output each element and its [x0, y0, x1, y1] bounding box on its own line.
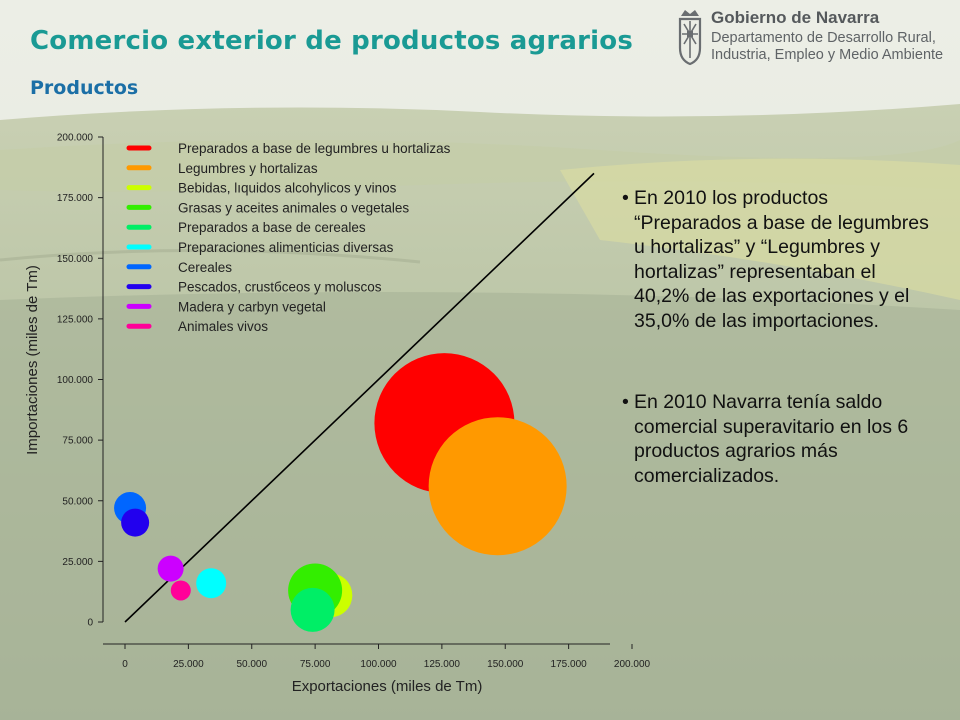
chart-legend: Preparados a base de legumbres u hortali…: [126, 141, 451, 334]
y-tick-label: 200.000: [57, 133, 94, 144]
logo-name: Gobierno de Navarra: [711, 8, 880, 27]
legend-label: Bebidas, lıquidos alcohylicos y vinos: [178, 181, 397, 196]
legend-label: Animales vivos: [178, 319, 268, 334]
logo-dept-line2: Industria, Empleo y Medio Ambiente: [711, 47, 944, 63]
bullet-text: En 2010 Navarra tenía saldo comercial su…: [634, 391, 909, 487]
x-tick-label: 25.000: [173, 659, 204, 670]
y-tick-label: 125.000: [57, 314, 94, 325]
x-tick-label: 200.000: [614, 659, 651, 670]
y-tick-label: 100.000: [57, 375, 94, 386]
bubble-point: [428, 417, 567, 556]
bubble-point: [290, 587, 335, 632]
y-tick-label: 50.000: [62, 496, 93, 507]
x-tick-label: 0: [122, 659, 128, 670]
bubble-point: [170, 580, 191, 601]
x-tick-label: 125.000: [424, 659, 461, 670]
legend-label: Legumbres y hortalizas: [178, 161, 318, 176]
legend-label: Preparaciones alimenticias diversas: [178, 240, 394, 255]
reference-line: [124, 172, 595, 623]
page-title: Comercio exterior de productos agrarios: [30, 26, 634, 56]
y-tick-label: 25.000: [62, 557, 93, 568]
legend-label: Cereales: [178, 260, 232, 275]
bullet-dot: •: [622, 391, 629, 413]
logo-dept-line1: Departamento de Desarrollo Rural,: [711, 30, 936, 46]
gobierno-navarra-logo: Gobierno de Navarra Departamento de Desa…: [676, 6, 956, 70]
x-axis-label: Exportaciones (miles de Tm): [292, 678, 483, 695]
bullet-list: • En 2010 los productos “Preparados a ba…: [622, 186, 932, 545]
y-tick-label: 0: [87, 618, 93, 629]
bullet-dot: •: [622, 187, 629, 209]
chart-axes: 0 25.000 50.000 75.000 100.000 125.000 150.000…: [57, 133, 651, 671]
y-tick-label: 75.000: [62, 436, 93, 447]
bubble-point: [196, 568, 227, 599]
legend-label: Grasas y aceites animales o vegetales: [178, 200, 409, 215]
legend-label: Preparados a base de legumbres u hortali…: [178, 141, 451, 156]
legend-label: Preparados a base de cereales: [178, 220, 366, 235]
bullet-item: • En 2010 Navarra tenía saldo comercial …: [622, 390, 932, 488]
y-axis-label: Importaciones (miles de Tm): [24, 265, 41, 455]
reference-diagonal-line: [124, 172, 595, 623]
bubble-point: [121, 508, 150, 537]
legend-label: Madera y carbyn vegetal: [178, 299, 326, 314]
bubble-layer: [114, 353, 567, 632]
bubble-point: [157, 555, 184, 582]
legend-label: Pescados, crustбceos y moluscos: [178, 280, 382, 295]
x-tick-label: 100.000: [360, 659, 397, 670]
x-tick-label: 175.000: [551, 659, 588, 670]
x-tick-label: 75.000: [300, 659, 331, 670]
x-tick-label: 50.000: [236, 659, 267, 670]
y-tick-label: 175.000: [57, 193, 94, 204]
y-tick-label: 150.000: [57, 254, 94, 265]
navarra-coat-of-arms-icon: [678, 10, 702, 66]
bullet-item: • En 2010 los productos “Preparados a ba…: [622, 186, 932, 333]
page-subtitle: Productos: [30, 77, 139, 99]
logo-department: Departamento de Desarrollo Rural, Indust…: [711, 30, 943, 64]
x-tick-label: 150.000: [487, 659, 524, 670]
bullet-text: En 2010 los productos “Preparados a base…: [634, 187, 929, 332]
